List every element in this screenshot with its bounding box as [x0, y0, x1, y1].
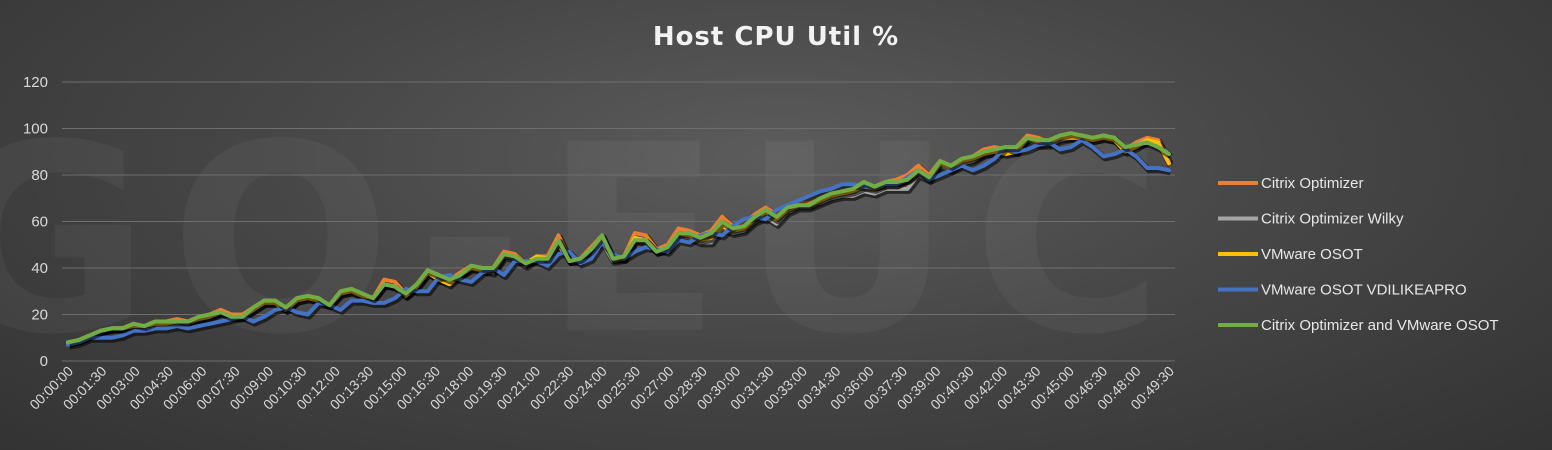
legend-label: Citrix Optimizer Wilky: [1261, 211, 1404, 228]
legend-label: Citrix Optimizer and VMware OSOT: [1261, 317, 1499, 334]
legend-label: Citrix Optimizer: [1261, 175, 1364, 192]
y-tick-label: 40: [31, 260, 48, 277]
legend: Citrix Optimizer Citrix Optimizer Wilky VM…: [1218, 175, 1499, 334]
y-tick-label: 0: [40, 353, 48, 370]
y-tick-label: 100: [23, 121, 48, 138]
series-group: [66, 131, 1174, 350]
legend-label: VMware OSOT VDILIKEAPRO: [1261, 282, 1467, 299]
y-axis-ticks: 0 20 40 60 80 100 120: [23, 74, 48, 370]
y-tick-label: 80: [31, 167, 48, 184]
y-tick-label: 120: [23, 74, 48, 91]
series-shadow: [68, 132, 1173, 348]
y-tick-label: 20: [31, 307, 48, 324]
chart-title: Host CPU Util %: [653, 22, 899, 52]
legend-label: VMware OSOT: [1261, 246, 1363, 263]
watermark: GO-EUC: [0, 90, 1183, 392]
series-line-citrix-optimizer-and-vmware-osot: [66, 131, 1171, 345]
y-tick-label: 60: [31, 214, 48, 231]
